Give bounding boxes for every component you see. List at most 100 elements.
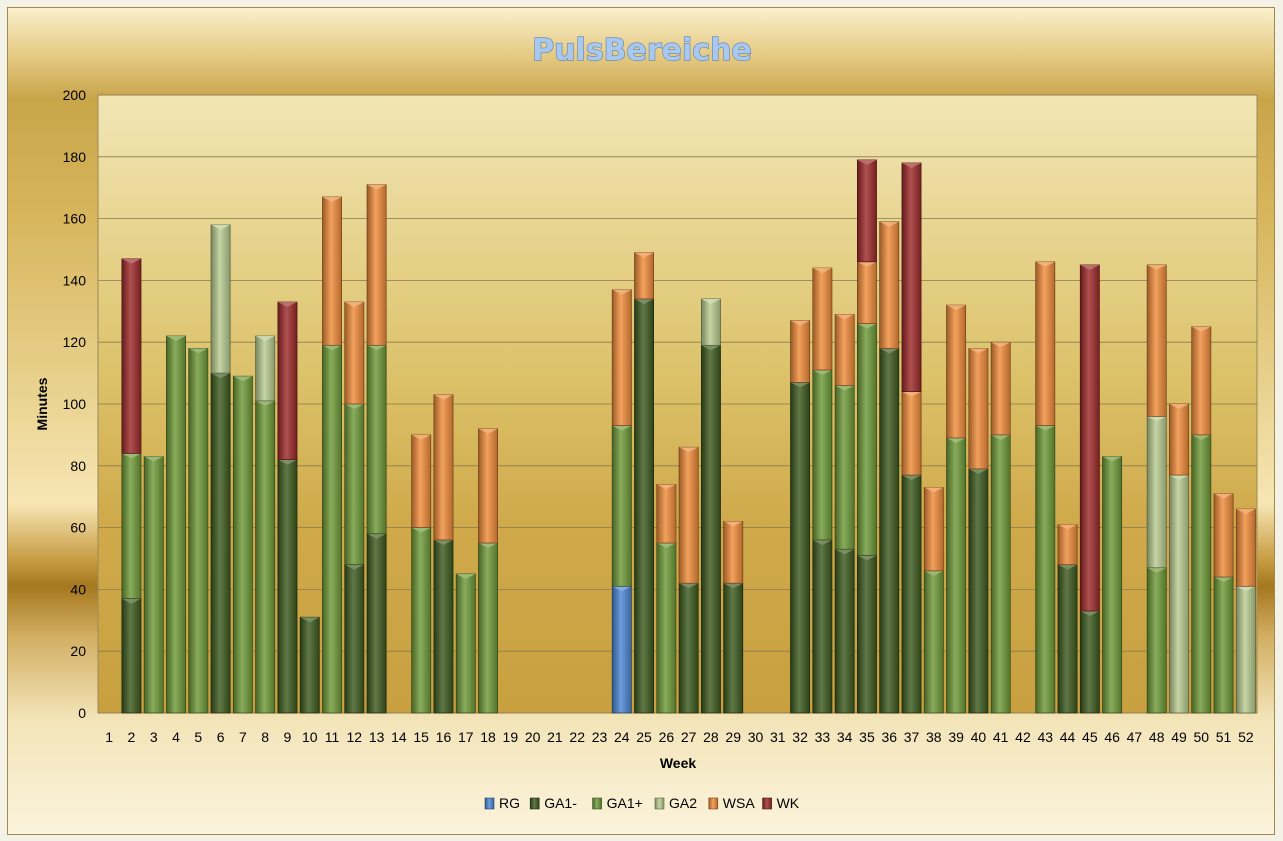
x-tick-label: 18 (480, 729, 496, 745)
bar-segment (344, 403, 365, 566)
bar-segment (188, 348, 209, 714)
legend-label: GA1+ (607, 795, 643, 811)
legend-label: GA1- (544, 795, 577, 811)
x-tick-label: 32 (792, 729, 808, 745)
x-tick-label: 40 (971, 729, 987, 745)
bar-cap (121, 258, 142, 264)
x-tick-label: 50 (1193, 729, 1209, 745)
bar-cap (211, 224, 231, 230)
bar-segment (166, 335, 186, 714)
bar-cap (478, 543, 498, 549)
bar-cap (367, 345, 387, 351)
bar-segment (299, 616, 320, 714)
x-tick-label: 5 (194, 729, 202, 745)
chart-area: PulsBereiche 0 20 40 60 80 100 120 140 160 180 200… (7, 7, 1275, 835)
bar-segment (857, 555, 877, 714)
x-tick-label: 44 (1060, 729, 1076, 745)
x-tick-label: 12 (347, 729, 363, 745)
bar-cap (968, 348, 988, 354)
bar-cap (367, 184, 387, 190)
bar-cap (1191, 434, 1211, 440)
y-tick-label: 140 (63, 272, 87, 288)
bar-cap (1147, 416, 1167, 422)
bar-segment (857, 159, 877, 263)
bar-segment (923, 487, 944, 572)
bar-segment (478, 428, 498, 544)
bar-cap (790, 320, 810, 326)
bar-segment (121, 453, 142, 600)
bar-cap (344, 302, 364, 308)
x-tick-label: 41 (993, 729, 1009, 745)
bar-cap (991, 342, 1011, 348)
y-tick-label: 40 (70, 581, 86, 597)
bar-segment (790, 382, 811, 714)
bar-segment (1057, 524, 1078, 566)
x-tick-label: 34 (837, 729, 853, 745)
bar-segment (1079, 610, 1100, 714)
legend-label: WSA (723, 795, 756, 811)
legend-swatch (529, 797, 540, 810)
x-tick-label: 45 (1082, 729, 1098, 745)
bar-segment (1169, 403, 1189, 476)
bar-cap (1057, 564, 1078, 570)
legend-label: RG (499, 795, 520, 811)
bar-cap (634, 252, 654, 258)
bar-cap (322, 345, 342, 351)
bar-segment (478, 542, 498, 714)
x-tick-label: 36 (881, 729, 897, 745)
bar-cap (456, 573, 476, 579)
bar-segment (611, 585, 632, 714)
bar-cap (1213, 493, 1234, 499)
bar-segment (656, 483, 677, 544)
bar-segment (1213, 493, 1234, 578)
bar-cap (812, 370, 832, 376)
bar-cap (835, 385, 855, 391)
x-tick-label: 29 (725, 729, 741, 745)
bar-cap (1236, 586, 1256, 592)
legend-swatch (654, 797, 665, 810)
y-tick-label: 180 (63, 149, 87, 165)
bar-cap (1080, 611, 1100, 617)
x-tick-label: 35 (859, 729, 875, 745)
bar-cap (612, 586, 632, 592)
bar-segment (1191, 326, 1212, 436)
x-tick-label: 13 (369, 729, 385, 745)
bar-cap (344, 404, 364, 409)
bar-cap (322, 196, 342, 202)
bar-segment (433, 539, 454, 714)
bar-cap (1236, 509, 1256, 515)
bar-segment (411, 434, 432, 528)
x-tick-label: 23 (592, 729, 608, 745)
bar-cap (946, 305, 966, 311)
bar-segment (723, 582, 744, 714)
bar-cap (857, 159, 877, 165)
bar-cap (277, 459, 298, 465)
chart-title: PulsBereiche (532, 33, 752, 68)
bar-cap (701, 345, 721, 351)
x-tick-label: 47 (1127, 729, 1143, 745)
bar-cap (344, 564, 364, 570)
x-tick-label: 21 (547, 729, 563, 745)
bar-segment (322, 196, 342, 346)
legend-label: GA2 (669, 795, 697, 811)
bar-segment (812, 369, 833, 541)
x-tick-label: 39 (948, 729, 964, 745)
bar-segment (879, 221, 900, 349)
bar-segment (255, 335, 276, 402)
y-tick-label: 60 (70, 520, 86, 536)
x-tick-label: 8 (261, 729, 269, 745)
bar-segment (611, 425, 632, 587)
bar-segment (1235, 585, 1256, 714)
legend-swatch (484, 797, 495, 810)
bar-cap (723, 583, 743, 589)
bar-segment (834, 385, 855, 550)
bar-cap (1147, 567, 1167, 573)
x-tick-label: 43 (1037, 729, 1053, 745)
bar-cap (835, 549, 855, 555)
bar-cap (1080, 264, 1100, 270)
y-tick-label: 20 (70, 643, 86, 659)
bar-segment (1213, 576, 1234, 714)
bar-segment (455, 573, 476, 714)
bar-segment (990, 434, 1011, 714)
bar-cap (790, 382, 810, 388)
